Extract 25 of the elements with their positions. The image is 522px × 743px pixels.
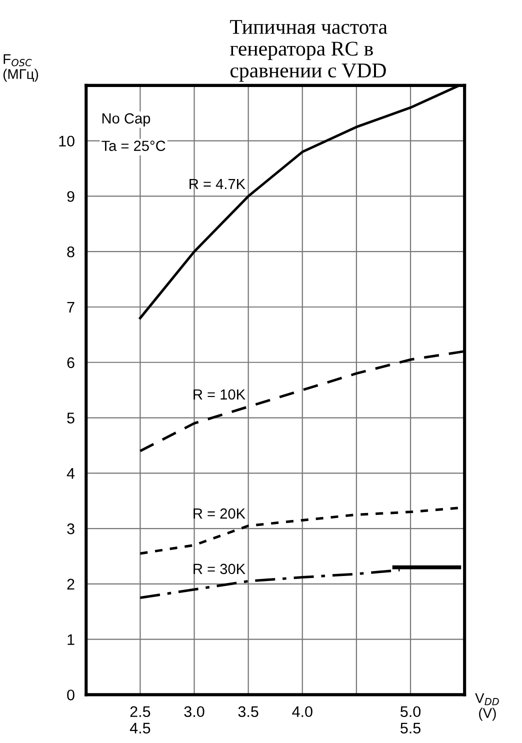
annotation: No Cap — [102, 113, 150, 126]
x-tick-label: 4.0 — [292, 706, 312, 718]
x-tick-label: 3.0 — [184, 706, 204, 718]
series-label: R = 4.7K — [190, 178, 246, 190]
y-tick-label: 4 — [66, 468, 75, 479]
chart-title: Типичная частота генератора RC в сравнении с VDD — [230, 20, 388, 82]
annotation: Ta = 25°C — [102, 140, 166, 151]
y-tick-label: 3 — [67, 523, 74, 534]
x-tick-label: 3.5 — [238, 706, 258, 718]
y-tick-label: 9 — [67, 191, 74, 202]
x-axis-title: V$_{DD}$ (V) — [475, 693, 499, 721]
y-tick-label: 1 — [68, 634, 74, 645]
y-axis-title: F$_{OSC}$ (МГц) — [3, 54, 38, 82]
x-tick-label: 5.0 5.5 — [400, 706, 421, 734]
y-tick-label: 0 — [67, 690, 74, 700]
series-label: R = 10K — [194, 389, 246, 400]
y-tick-label: 8 — [67, 246, 74, 258]
x-tick-label: 2.5 4.5 — [130, 706, 150, 734]
series-label: R = 30K — [194, 564, 246, 574]
y-tick-label: 2 — [67, 578, 74, 590]
y-tick-label: 5 — [67, 412, 74, 424]
y-tick-label: 6 — [67, 357, 74, 368]
y-tick-label: 7 — [67, 302, 74, 313]
series-label: R = 20K — [194, 508, 246, 519]
y-tick-label: 10 — [59, 136, 74, 147]
